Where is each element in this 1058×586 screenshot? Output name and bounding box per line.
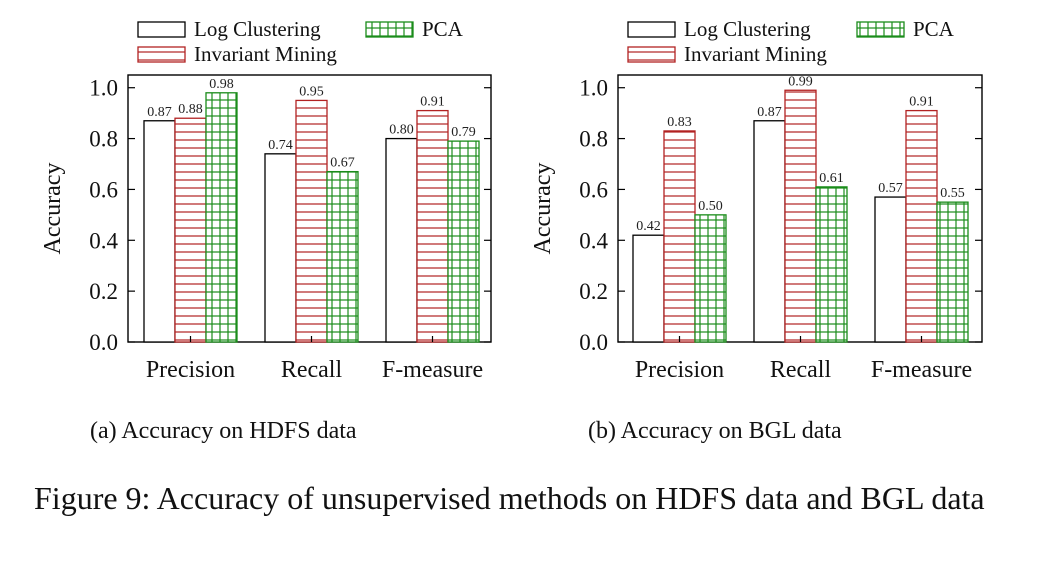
y-tick-label: 0.8 — [579, 127, 608, 152]
bar-value-label: 0.74 — [268, 138, 293, 153]
x-tick-label: F-measure — [871, 357, 972, 383]
legend-label: Invariant Mining — [194, 42, 337, 66]
bar — [815, 186, 848, 343]
x-tick-label: F-measure — [382, 357, 483, 383]
bar-value-label: 0.79 — [451, 125, 476, 140]
y-tick-label: 0.0 — [579, 330, 608, 355]
y-tick-label: 0.2 — [579, 279, 608, 304]
bar — [694, 214, 727, 343]
legend-swatch — [365, 21, 414, 38]
x-tick-label: Recall — [770, 357, 832, 383]
bar-value-label: 0.83 — [667, 115, 692, 130]
bar — [632, 234, 665, 343]
bar — [143, 120, 176, 343]
y-tick-label: 0.0 — [89, 330, 118, 355]
bar-value-label: 0.87 — [757, 105, 782, 120]
x-tick-label: Precision — [146, 357, 235, 383]
legend-swatch — [856, 21, 905, 38]
y-tick-label: 1.0 — [579, 76, 608, 101]
subcaption-a: (a) Accuracy on HDFS data — [90, 418, 357, 444]
bar-value-label: 0.57 — [878, 181, 903, 196]
y-tick-label: 0.4 — [89, 228, 118, 253]
bar — [784, 89, 817, 343]
bar — [663, 130, 696, 343]
x-tick-label: Precision — [635, 357, 724, 383]
bar — [385, 137, 418, 343]
chart-bgl-accuracy: 0.0 0.2 0.4 0.6 0.8 1.0 Accuracy 0.42 0.83 0.50 Pr… — [530, 17, 983, 383]
y-tick-label: 0.6 — [89, 177, 118, 202]
bar-value-label: 0.87 — [147, 105, 172, 120]
legend-swatch — [627, 46, 676, 63]
y-tick-label: 1.0 — [89, 76, 118, 101]
legend-label: Log Clustering — [194, 17, 321, 41]
y-axis-label: Accuracy — [40, 163, 66, 255]
bar-value-label: 0.91 — [420, 95, 445, 110]
legend-swatch — [137, 46, 186, 63]
bar — [326, 170, 359, 343]
figure-caption: Figure 9: Accuracy of unsupervised metho… — [34, 480, 985, 516]
bar-value-label: 0.42 — [636, 219, 661, 234]
chart-hdfs-accuracy: 0.0 0.2 0.4 0.6 0.8 1.0 Accuracy 0.87 0.88 0.98 Pr… — [40, 17, 492, 383]
bar-value-label: 0.99 — [788, 74, 813, 89]
bar — [295, 99, 328, 343]
bar — [205, 92, 238, 343]
bar — [936, 201, 969, 343]
y-tick-label: 0.4 — [579, 228, 608, 253]
bar — [874, 196, 907, 343]
y-tick-label: 0.8 — [89, 127, 118, 152]
bar — [753, 120, 786, 343]
y-tick-label: 0.2 — [89, 279, 118, 304]
bar-value-label: 0.61 — [819, 171, 844, 186]
y-axis-label: Accuracy — [530, 163, 556, 255]
bar — [905, 109, 938, 343]
bar-value-label: 0.50 — [698, 199, 723, 214]
legend-swatch — [627, 21, 676, 38]
bar — [447, 140, 480, 343]
legend-label: PCA — [422, 17, 464, 41]
bar — [174, 117, 207, 343]
bar — [416, 109, 449, 343]
x-tick-label: Recall — [281, 357, 343, 383]
bar-value-label: 0.80 — [389, 123, 414, 138]
bar-value-label: 0.67 — [330, 156, 355, 171]
legend-label: Invariant Mining — [684, 42, 827, 66]
y-tick-label: 0.6 — [579, 177, 608, 202]
bar-value-label: 0.91 — [909, 95, 934, 110]
bar — [264, 153, 297, 343]
bar-value-label: 0.55 — [940, 186, 965, 201]
subcaption-b: (b) Accuracy on BGL data — [588, 418, 842, 444]
bar-value-label: 0.98 — [209, 77, 234, 92]
legend-label: PCA — [913, 17, 955, 41]
figure-charts: 0.0 0.2 0.4 0.6 0.8 1.0 Accuracy 0.87 0.88 0.98 Pr… — [40, 17, 983, 383]
bar-value-label: 0.95 — [299, 84, 324, 99]
bar-value-label: 0.88 — [178, 102, 203, 117]
legend-swatch — [137, 21, 186, 38]
legend-label: Log Clustering — [684, 17, 811, 41]
